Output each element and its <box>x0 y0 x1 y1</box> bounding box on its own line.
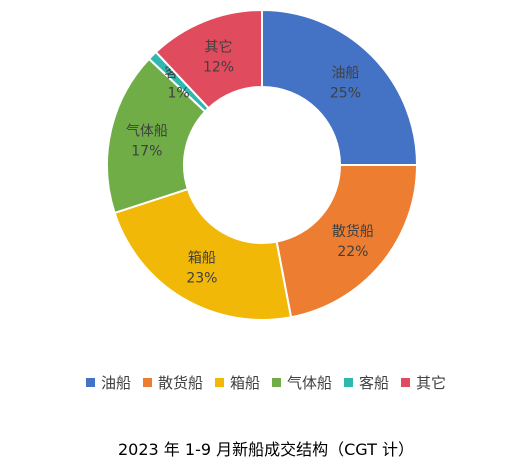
slice-value-label: 23% <box>186 271 217 287</box>
slice-value-label: 17% <box>131 143 162 159</box>
legend-label: 客船 <box>359 374 390 392</box>
legend-item: 气体船 <box>272 372 332 393</box>
legend-swatch <box>214 378 224 387</box>
slice-category-label: 其它 <box>205 38 233 55</box>
slice-category-label: 气体船 <box>126 123 168 139</box>
slice-category-label: 箱船 <box>188 251 216 267</box>
legend-swatch <box>344 378 354 387</box>
legend-label: 散货船 <box>157 374 203 392</box>
slice-value-label: 22% <box>337 244 368 260</box>
legend-item: 油船 <box>85 372 131 393</box>
legend-label: 其它 <box>416 374 447 392</box>
chart-title: 2023 年 1-9 月新船成交结构（CGT 计） <box>118 440 414 459</box>
slice-category-label: 油船 <box>331 66 359 82</box>
slice-value-label: 25% <box>330 86 361 102</box>
legend-swatch <box>401 378 411 387</box>
legend-item: 散货船 <box>142 372 203 393</box>
legend-swatch <box>142 378 152 387</box>
legend-label: 箱船 <box>229 374 260 392</box>
legend-swatch <box>85 378 95 387</box>
slice-其它 <box>154 8 263 110</box>
legend-label: 油船 <box>100 374 131 392</box>
legend-item: 箱船 <box>214 372 260 393</box>
slice-油船 <box>261 8 419 166</box>
slice-箱船 <box>113 187 293 321</box>
legend-label: 气体船 <box>287 374 333 392</box>
slice-value-label: 12% <box>203 59 234 75</box>
slice-value-label: 1% <box>167 86 189 102</box>
legend-item: 其它 <box>401 372 446 393</box>
legend-item: 客船 <box>344 372 389 393</box>
slice-散货船 <box>275 164 419 319</box>
chart-legend: 油船 散货船 箱船 气体船 客船 其它 <box>0 372 532 393</box>
legend-swatch <box>272 378 281 387</box>
slice-category-label: 散货船 <box>332 223 374 240</box>
